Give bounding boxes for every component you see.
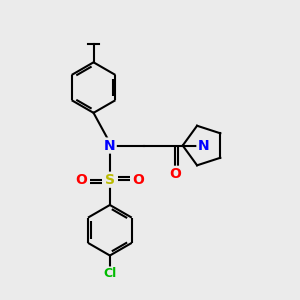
Text: S: S: [105, 173, 115, 187]
Text: N: N: [198, 139, 209, 152]
Text: N: N: [104, 139, 116, 152]
Text: Cl: Cl: [103, 267, 116, 280]
Text: O: O: [132, 173, 144, 187]
Text: O: O: [76, 173, 88, 187]
Text: O: O: [169, 167, 181, 181]
Text: N: N: [198, 139, 209, 152]
